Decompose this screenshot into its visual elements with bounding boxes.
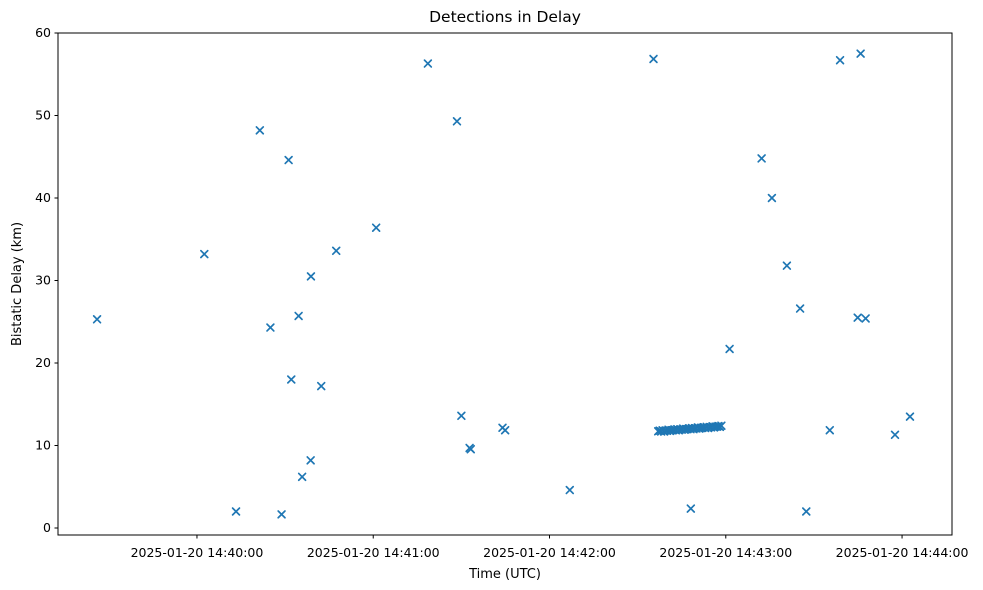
- detection-marker: [757, 154, 766, 163]
- detection-marker: [284, 155, 293, 165]
- detection-marker: [371, 223, 381, 232]
- detection-marker: [861, 314, 870, 323]
- detection-marker: [316, 381, 326, 391]
- detection-marker: [255, 126, 265, 135]
- detection-marker: [423, 59, 433, 68]
- detection-marker: [287, 375, 296, 384]
- y-tick-label-1: 10: [35, 437, 51, 452]
- detection-marker: [306, 272, 316, 281]
- x-tick-label-3: 2025-01-20 14:43:00: [659, 545, 792, 560]
- y-axis-label: Bistatic Delay (km): [10, 222, 25, 346]
- detection-marker: [294, 311, 303, 321]
- detection-marker: [853, 313, 862, 322]
- detection-marker: [231, 507, 241, 516]
- detection-marker: [466, 444, 476, 454]
- detection-marker: [297, 472, 307, 482]
- detection-marker: [890, 430, 900, 440]
- chart-title: Detections in Delay: [429, 8, 581, 26]
- x-tick-label-1: 2025-01-20 14:41:00: [307, 545, 440, 560]
- y-tick-label-4: 40: [35, 190, 51, 205]
- plot-area: [58, 33, 952, 535]
- detection-marker: [856, 49, 865, 58]
- y-tick-label-6: 60: [35, 25, 51, 40]
- x-tick-label-2: 2025-01-20 14:42:00: [483, 545, 616, 560]
- detection-marker: [200, 249, 209, 259]
- detection-marker: [306, 456, 315, 465]
- detection-marker: [452, 117, 462, 126]
- detection-marker: [725, 344, 734, 354]
- detection-marker: [649, 54, 658, 64]
- detection-marker: [331, 246, 341, 256]
- detection-marker: [767, 193, 777, 203]
- detection-marker: [92, 315, 102, 324]
- detection-marker: [802, 507, 811, 516]
- detection-marker: [795, 304, 805, 313]
- detection-marker: [277, 510, 286, 519]
- detection-marker: [500, 425, 510, 435]
- detection-marker: [457, 411, 466, 421]
- x-axis-label: Time (UTC): [468, 567, 541, 582]
- x-tick-label-0: 2025-01-20 14:40:00: [131, 545, 264, 560]
- detection-marker: [835, 55, 845, 65]
- detection-marker: [905, 412, 915, 421]
- detection-marker: [717, 421, 726, 430]
- y-tick-label-2: 20: [35, 355, 51, 370]
- y-tick-label-0: 0: [43, 520, 51, 535]
- y-tick-label-5: 50: [35, 107, 51, 122]
- y-tick-label-3: 30: [35, 272, 51, 287]
- detection-marker: [565, 485, 575, 495]
- detection-marker: [266, 323, 275, 332]
- plot-border: [57, 32, 953, 536]
- x-tick-label-4: 2025-01-20 14:44:00: [836, 545, 969, 560]
- detection-marker: [782, 261, 792, 270]
- detection-marker: [825, 425, 835, 435]
- detection-marker: [686, 504, 696, 513]
